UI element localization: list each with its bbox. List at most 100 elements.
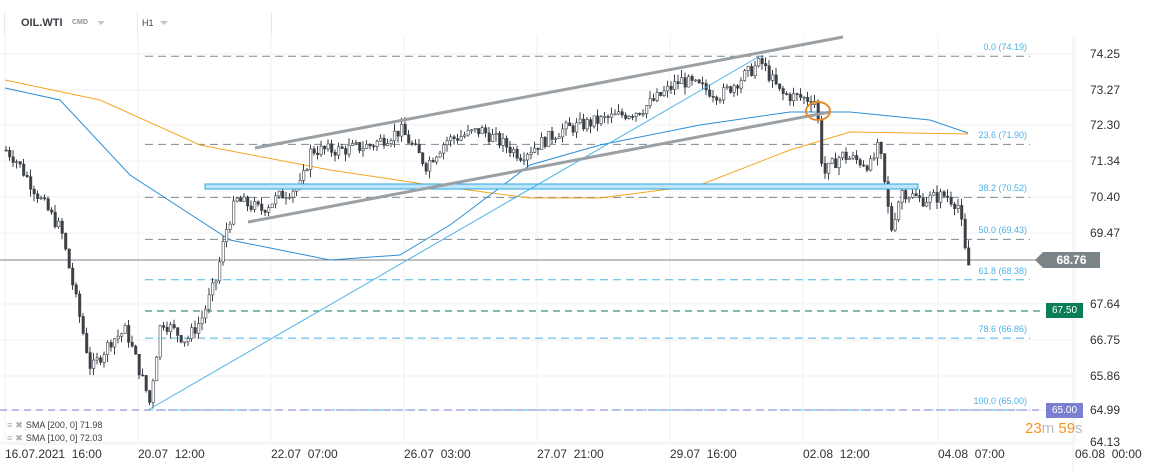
candle xyxy=(130,341,134,347)
candle xyxy=(95,357,99,361)
candle xyxy=(358,142,362,151)
candle xyxy=(204,308,208,319)
candle xyxy=(305,169,309,171)
grid xyxy=(0,36,1076,444)
candle xyxy=(799,94,803,98)
candle xyxy=(197,323,201,334)
candle xyxy=(708,89,712,97)
timer-seconds: 59 xyxy=(1058,420,1076,437)
candle xyxy=(694,79,698,82)
candle xyxy=(414,143,418,146)
candle xyxy=(445,140,449,146)
chart-header: OIL.WTI CMD H1 xyxy=(0,0,1151,36)
timer-minutes: 23 xyxy=(1025,420,1042,437)
channel-lower-trendline[interactable] xyxy=(247,110,831,224)
channel-upper-trendline[interactable] xyxy=(254,35,844,150)
settings-icon[interactable]: ≡ xyxy=(7,433,13,443)
candle-timer: 23m 59s xyxy=(1025,420,1083,437)
remove-icon[interactable]: ✖ xyxy=(15,433,23,443)
time-tick: 20.07 12:00 xyxy=(138,447,205,461)
candle xyxy=(697,79,701,84)
candle xyxy=(932,192,936,196)
candle xyxy=(963,218,967,249)
candle xyxy=(501,138,505,146)
settings-icon[interactable]: ≡ xyxy=(7,420,13,430)
fib-trend-line[interactable] xyxy=(147,55,761,411)
candle xyxy=(508,146,512,153)
candle xyxy=(645,105,649,115)
candle xyxy=(463,134,467,137)
candle xyxy=(750,66,754,77)
candle xyxy=(400,123,404,137)
candle xyxy=(757,58,761,67)
candle xyxy=(123,325,127,334)
candle xyxy=(144,375,148,391)
support-zone[interactable] xyxy=(204,183,919,190)
candle xyxy=(844,151,848,160)
timeframe-selector[interactable]: H1 xyxy=(142,18,154,28)
candle xyxy=(718,99,722,102)
candle xyxy=(260,203,264,211)
symbol-dropdown-icon[interactable] xyxy=(97,21,105,25)
candle xyxy=(246,196,250,207)
candle xyxy=(410,142,414,145)
candle xyxy=(207,294,211,310)
symbol-selector[interactable]: OIL.WTI xyxy=(21,17,63,29)
candle xyxy=(74,284,78,295)
sma-100-line[interactable] xyxy=(4,79,969,199)
candle xyxy=(785,93,789,95)
candle xyxy=(351,143,355,146)
candle xyxy=(949,197,953,205)
candle xyxy=(827,162,831,174)
level-67-50-badge[interactable]: 67.50 xyxy=(1046,303,1083,318)
highlight-ellipse[interactable] xyxy=(805,101,831,121)
indicator-legend-sma-200: ≡ ✖ SMA [200, 0] 71.98 xyxy=(7,420,105,431)
time-tick: 22.07 07:00 xyxy=(271,447,338,461)
candle xyxy=(452,136,456,139)
candle xyxy=(767,65,771,81)
candle xyxy=(498,132,502,146)
candle xyxy=(564,122,568,130)
candle xyxy=(956,205,960,209)
candle xyxy=(904,190,908,200)
candle xyxy=(319,145,323,156)
candle xyxy=(967,247,971,266)
candle xyxy=(638,112,642,115)
price-tick: 69.47 xyxy=(1090,226,1121,240)
candle xyxy=(456,138,460,141)
candle xyxy=(879,142,883,154)
candle xyxy=(855,155,859,161)
candle xyxy=(578,118,582,124)
level-65-00-badge[interactable]: 65.00 xyxy=(1046,403,1083,418)
remove-icon[interactable]: ✖ xyxy=(15,420,23,430)
candle xyxy=(421,152,425,164)
candle xyxy=(547,130,551,147)
candle xyxy=(368,144,372,147)
candle xyxy=(536,147,540,150)
candle xyxy=(200,317,204,324)
candle xyxy=(515,148,519,159)
price-tick: 66.75 xyxy=(1090,333,1121,347)
candle xyxy=(477,128,481,135)
candle xyxy=(442,144,446,154)
candle xyxy=(484,127,488,134)
candle xyxy=(764,63,768,67)
candle xyxy=(281,190,285,199)
candle xyxy=(620,111,624,116)
candle xyxy=(886,181,890,207)
candle xyxy=(659,92,663,96)
sma-200-line[interactable] xyxy=(4,87,969,261)
candle xyxy=(302,170,306,181)
candle xyxy=(669,85,673,90)
candle xyxy=(253,201,257,210)
candle xyxy=(774,74,778,85)
candle xyxy=(141,374,145,377)
time-tick: 16.07.2021 16:00 xyxy=(5,447,102,461)
candle xyxy=(900,190,904,203)
candle xyxy=(753,65,757,77)
candle xyxy=(337,146,341,156)
candle xyxy=(942,191,946,197)
candle xyxy=(575,122,579,133)
timeframe-dropdown-icon[interactable] xyxy=(160,21,168,25)
